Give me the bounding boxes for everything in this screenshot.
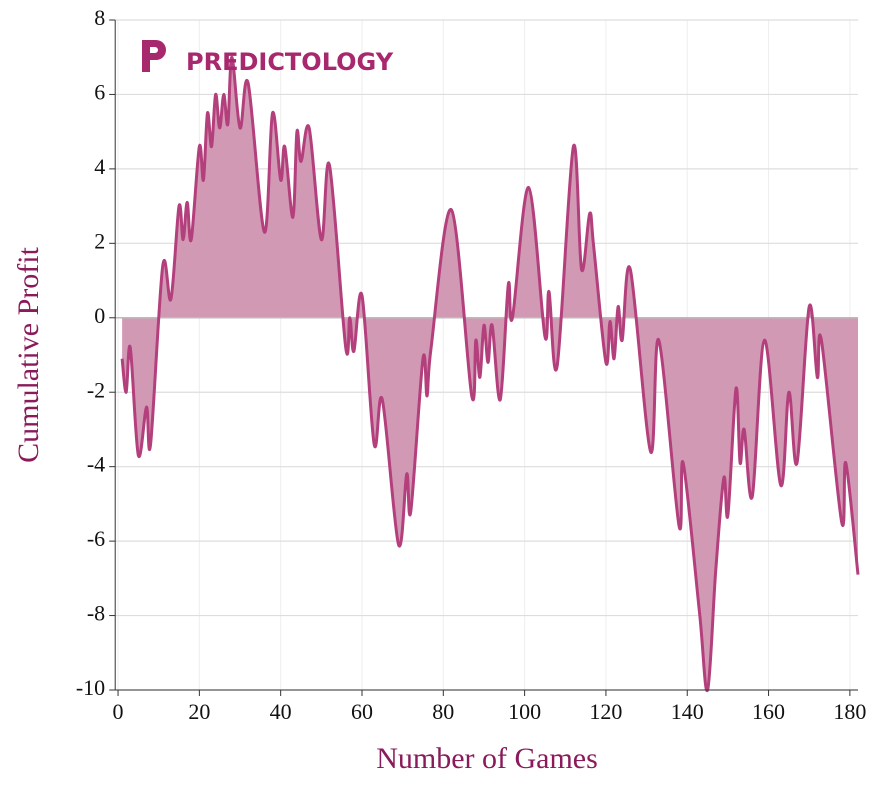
area xyxy=(122,57,859,691)
y-tick-label: -2 xyxy=(87,377,105,402)
x-tick-label: 0 xyxy=(113,699,124,724)
y-tick-label: -10 xyxy=(76,675,105,700)
logo-icon xyxy=(142,40,166,72)
x-tick-label: 100 xyxy=(508,699,541,724)
y-tick-label: 4 xyxy=(94,154,105,179)
y-tick-label: -4 xyxy=(87,452,105,477)
x-tick-label: 60 xyxy=(351,699,373,724)
x-tick-label: 40 xyxy=(270,699,292,724)
y-tick-label: -6 xyxy=(87,526,105,551)
line xyxy=(120,55,860,692)
x-tick-label: 160 xyxy=(752,699,785,724)
y-tick-label: 8 xyxy=(94,5,105,30)
logo-text: PREDICTOLOGY xyxy=(186,48,394,76)
y-tick-label: 6 xyxy=(94,79,105,104)
x-tick-label: 80 xyxy=(432,699,454,724)
x-tick-label: 120 xyxy=(589,699,622,724)
y-tick-label: 0 xyxy=(94,303,105,328)
y-axis-title: Cumulative Profit xyxy=(12,246,45,462)
y-tick-label: 2 xyxy=(94,228,105,253)
x-tick-label: 180 xyxy=(833,699,866,724)
logo: PREDICTOLOGY xyxy=(142,40,394,76)
y-tick-label: -8 xyxy=(87,601,105,626)
x-tick-label: 140 xyxy=(671,699,704,724)
x-axis-title: Number of Games xyxy=(376,742,598,775)
x-tick-label: 20 xyxy=(188,699,210,724)
